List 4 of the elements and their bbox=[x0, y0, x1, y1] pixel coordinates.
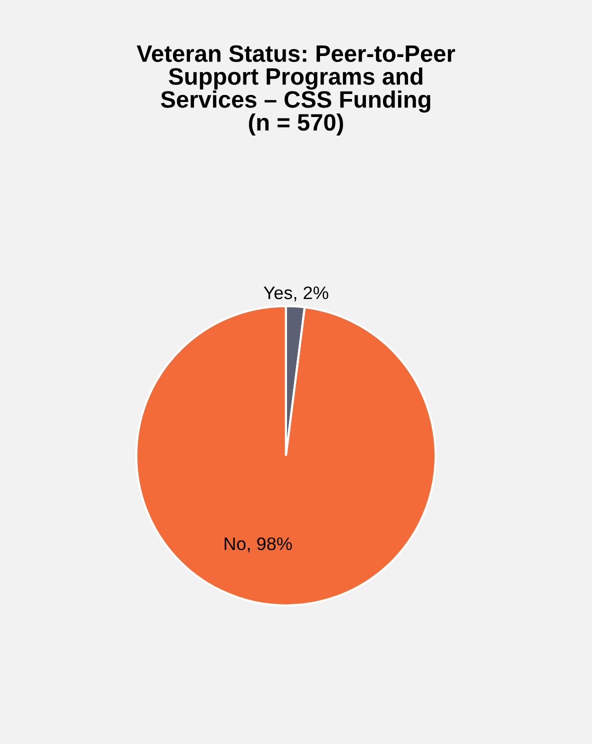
slice-label: Yes, 2% bbox=[264, 286, 328, 302]
slice-label: No, 98% bbox=[224, 537, 292, 552]
chart-title: Veteran Status: Peer-to-Peer Support Programs and Services – CSS Funding (n = 570) bbox=[136, 45, 456, 136]
pie-slice bbox=[135, 304, 437, 606]
